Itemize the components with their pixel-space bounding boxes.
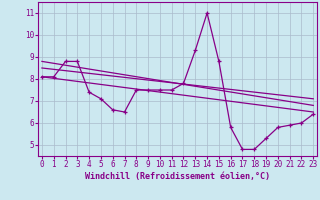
- X-axis label: Windchill (Refroidissement éolien,°C): Windchill (Refroidissement éolien,°C): [85, 172, 270, 181]
